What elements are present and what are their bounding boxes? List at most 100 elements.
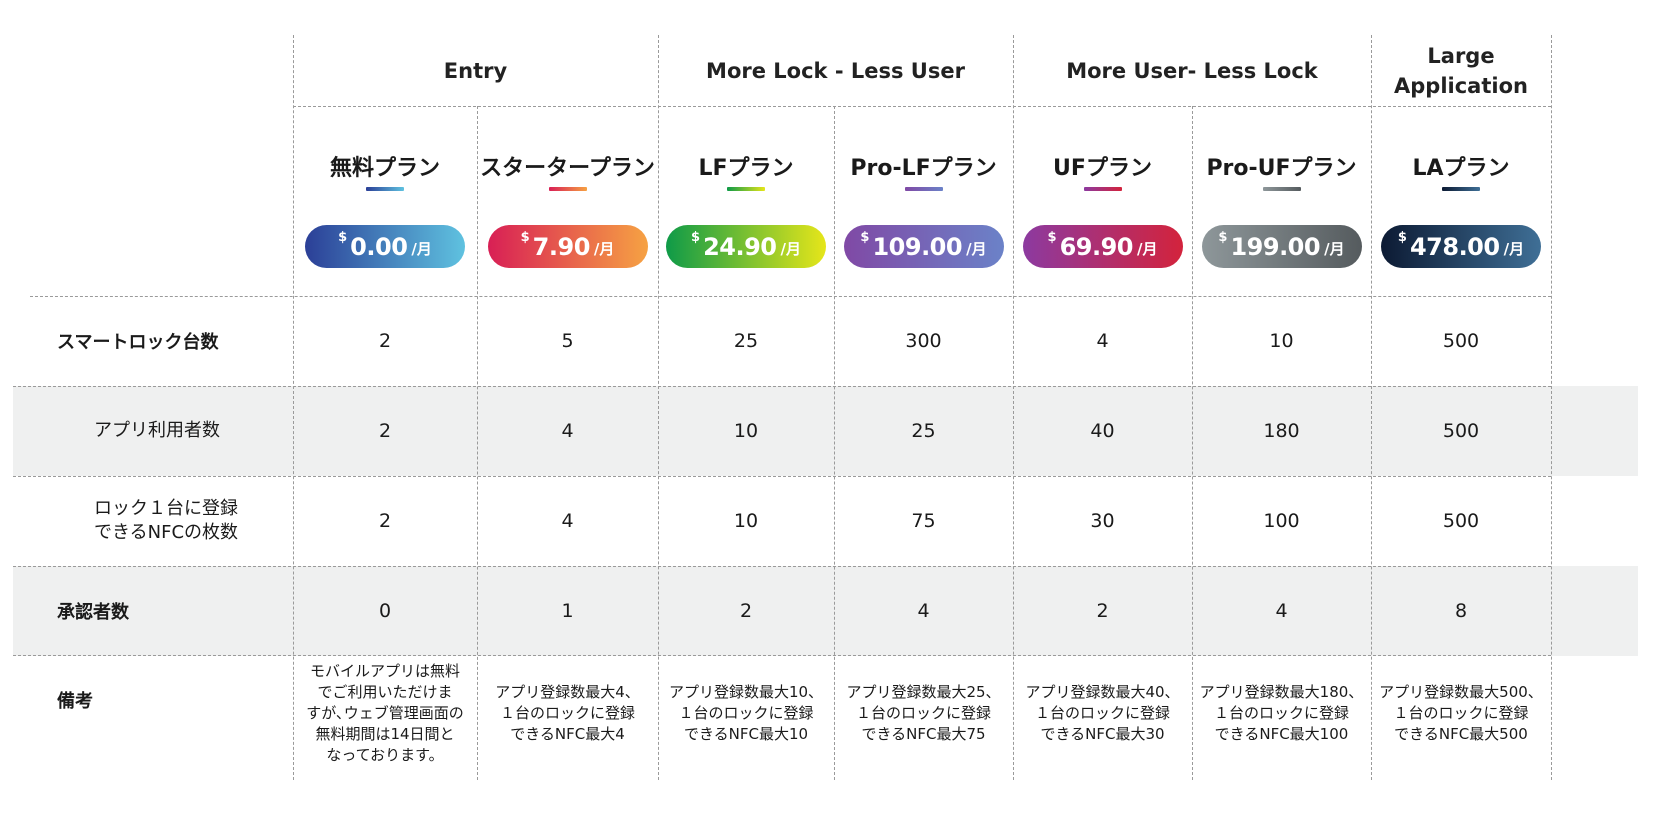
price-badge-0: $0.00/月 <box>305 225 465 268</box>
table-cell: 300 <box>905 330 942 352</box>
group-header-label: More Lock - Less User <box>706 58 965 83</box>
price-badge-5: $199.00/月 <box>1201 225 1362 268</box>
price-period: /月 <box>780 240 801 258</box>
price-badge-6: $478.00/月 <box>1381 225 1541 268</box>
price-badge-2: $24.90/月 <box>666 225 826 268</box>
plan-underline-0 <box>366 187 404 191</box>
table-cell: 25 <box>911 420 936 442</box>
divider-col-6 <box>1371 35 1372 780</box>
plan-underline-4 <box>1083 187 1122 191</box>
price-currency: $ <box>691 230 701 245</box>
remark-cell: アプリ登録数最大40、 １台のロックに登録 できるNFC最大30 <box>1025 682 1180 743</box>
remark-cell: アプリ登録数最大4、 １台のロックに登録 できるNFC最大4 <box>495 682 640 743</box>
divider-header <box>30 296 1551 297</box>
table-cell: 4 <box>1275 600 1288 622</box>
table-cell: 5 <box>561 330 574 352</box>
divider-row-1 <box>13 476 1551 477</box>
price-currency: $ <box>860 230 870 245</box>
plan-name-1: スタータープラン <box>480 156 655 181</box>
table-cell: 4 <box>1096 330 1109 352</box>
plan-name-3: Pro-LFプラン <box>850 156 997 181</box>
table-cell: 4 <box>917 600 930 622</box>
divider-group-header <box>293 106 1551 107</box>
divider-row-2 <box>13 566 1551 567</box>
table-cell: 500 <box>1442 330 1480 352</box>
table-cell: 1 <box>561 600 574 622</box>
group-header-label: Large Application <box>1394 43 1528 98</box>
table-cell: 2 <box>739 600 753 622</box>
table-cell: 40 <box>1090 420 1115 442</box>
price-amount: 7.90 <box>532 232 591 261</box>
price-amount: 24.90 <box>703 232 777 261</box>
table-cell: 30 <box>1090 510 1115 532</box>
price-currency: $ <box>1218 230 1228 245</box>
group-header-1: More Lock - Less User <box>658 35 1013 106</box>
plan-name-4: UFプラン <box>1053 156 1152 181</box>
divider-row-3 <box>13 655 1551 656</box>
table-cell: 4 <box>561 420 574 442</box>
group-header-label: Entry <box>443 58 508 83</box>
table-cell: 0 <box>378 600 392 622</box>
price-badge-4: $69.90/月 <box>1022 225 1183 268</box>
table-cell: 25 <box>733 330 759 352</box>
plan-name-5: Pro-UFプラン <box>1206 156 1357 181</box>
price-currency: $ <box>520 230 530 245</box>
plan-name-2: LFプラン <box>698 156 794 181</box>
price-period: /月 <box>1324 240 1345 258</box>
row-label-2: ロック１台に登録 できるNFCの枚数 <box>94 498 239 543</box>
price-amount: 199.00 <box>1230 232 1321 261</box>
table-cell: 8 <box>1454 600 1468 622</box>
divider-col-5 <box>1192 106 1193 780</box>
row-band-1 <box>13 566 1638 656</box>
price-amount: 69.90 <box>1059 232 1134 261</box>
divider-row-0 <box>13 386 1551 387</box>
price-period: /月 <box>1503 240 1525 258</box>
table-cell: 500 <box>1442 420 1480 442</box>
price-amount: 0.00 <box>350 232 408 261</box>
row-label-0: スマートロック台数 <box>57 332 219 353</box>
table-cell: 2 <box>378 330 392 352</box>
table-cell: 100 <box>1263 510 1300 532</box>
divider-col-4 <box>1013 35 1014 780</box>
remark-cell: モバイルアプリは無料 でご利用いただけま すが､ウェブ管理画面の 無料期間は14… <box>306 661 464 764</box>
plan-name-0: 無料プラン <box>329 156 440 181</box>
table-cell: 10 <box>733 420 759 442</box>
price-badge-3: $109.00/月 <box>843 225 1004 268</box>
row-label-3: 承認者数 <box>57 602 129 623</box>
row-label-1: アプリ利用者数 <box>94 420 220 441</box>
price-period: /月 <box>966 240 987 258</box>
table-cell: 2 <box>1096 600 1109 622</box>
table-cell: 2 <box>378 510 392 532</box>
price-period: /月 <box>411 240 432 258</box>
plan-underline-2 <box>727 187 765 191</box>
plan-name-6: LAプラン <box>1412 156 1510 181</box>
table-cell: 2 <box>378 420 392 442</box>
plan-underline-6 <box>1442 187 1480 191</box>
plan-underline-1 <box>548 187 587 191</box>
row-band-0 <box>13 386 1638 476</box>
price-amount: 109.00 <box>872 232 963 261</box>
divider-col-7 <box>1551 35 1552 780</box>
price-amount: 478.00 <box>1409 232 1500 261</box>
price-badge-1: $7.90/月 <box>487 225 648 268</box>
divider-col-1 <box>477 106 478 780</box>
price-currency: $ <box>1397 230 1407 245</box>
group-header-0: Entry <box>293 35 658 106</box>
divider-col-2 <box>658 35 659 780</box>
remark-cell: アプリ登録数最大500、 １台のロックに登録 できるNFC最大500 <box>1379 682 1543 743</box>
row-label-remarks: 備考 <box>57 691 93 712</box>
table-cell: 10 <box>1269 330 1294 352</box>
table-cell: 75 <box>911 510 936 532</box>
table-cell: 500 <box>1442 510 1480 532</box>
remark-cell: アプリ登録数最大180、 １台のロックに登録 できるNFC最大100 <box>1199 682 1364 743</box>
divider-col-3 <box>834 106 835 780</box>
remark-cell: アプリ登録数最大25、 １台のロックに登録 できるNFC最大75 <box>846 682 1001 743</box>
remark-cell: アプリ登録数最大10、 １台のロックに登録 できるNFC最大10 <box>668 682 824 743</box>
table-cell: 4 <box>561 510 574 532</box>
group-header-3: Large Application <box>1371 35 1551 106</box>
price-period: /月 <box>593 240 615 258</box>
group-header-label: More User- Less Lock <box>1066 58 1318 83</box>
price-currency: $ <box>1047 230 1057 245</box>
price-currency: $ <box>338 230 348 245</box>
